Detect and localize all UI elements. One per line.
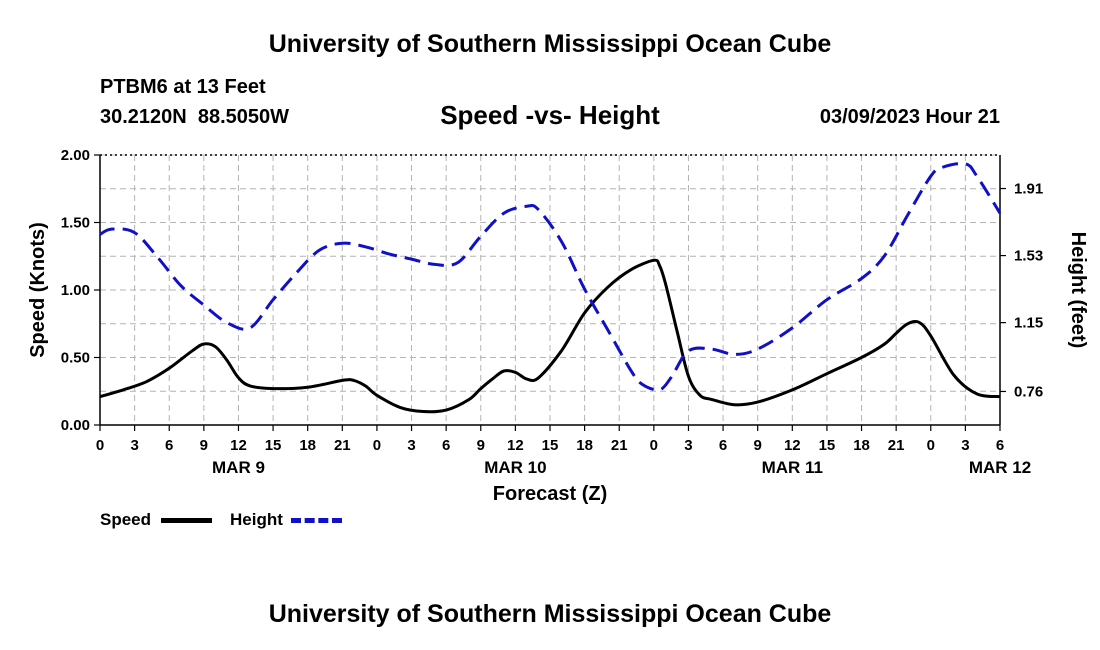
y2-tick-label: 1.91 (1014, 181, 1043, 198)
x-tick-label: 15 (819, 437, 836, 454)
x-tick-label: 3 (684, 437, 692, 454)
y2-axis-title: Height (feet) (1067, 232, 1089, 349)
y-tick-label: 2.00 (61, 147, 90, 164)
x-tick-label: 18 (576, 437, 593, 454)
x-tick-label: 9 (754, 437, 762, 454)
x-day-label: MAR 12 (969, 458, 1031, 477)
x-axis-title: Forecast (Z) (493, 483, 607, 505)
x-tick-label: 12 (507, 437, 524, 454)
legend-speed-label: Speed (100, 510, 152, 529)
legend-height-label: Height (230, 510, 283, 529)
x-tick-label: 3 (407, 437, 415, 454)
y2-tick-label: 1.15 (1014, 315, 1043, 332)
y-tick-label: 1.50 (61, 215, 90, 232)
forecast-datetime: 03/09/2023 Hour 21 (819, 106, 1000, 128)
x-tick-label: 21 (888, 437, 905, 454)
x-tick-label: 9 (477, 437, 485, 454)
station-label: PTBM6 at 13 Feet (100, 76, 266, 98)
x-tick-label: 6 (442, 437, 450, 454)
legend-speed-swatch (161, 518, 212, 523)
x-tick-label: 21 (334, 437, 351, 454)
x-tick-label: 3 (130, 437, 138, 454)
bottom-title: University of Southern Mississippi Ocean… (268, 600, 832, 628)
x-tick-label: 21 (611, 437, 628, 454)
x-tick-label: 15 (265, 437, 282, 454)
x-tick-label: 9 (200, 437, 208, 454)
top-title: University of Southern Mississippi Ocean… (268, 30, 832, 58)
x-tick-label: 12 (784, 437, 801, 454)
x-tick-label: 18 (299, 437, 316, 454)
y-tick-label: 0.50 (61, 350, 90, 367)
x-tick-label: 3 (961, 437, 969, 454)
legend-height-swatch (291, 518, 342, 523)
x-tick-label: 6 (165, 437, 173, 454)
y2-tick-label: 1.53 (1014, 248, 1043, 265)
height-series-line (99, 161, 1002, 392)
x-day-label: MAR 10 (484, 458, 546, 477)
x-tick-label: 6 (719, 437, 727, 454)
y-tick-label: 0.00 (61, 417, 90, 434)
x-tick-label: 12 (230, 437, 247, 454)
x-tick-label: 0 (373, 437, 381, 454)
x-tick-label: 0 (96, 437, 104, 454)
x-tick-label: 15 (542, 437, 559, 454)
station-coordinates: 30.2120N 88.5050W (100, 106, 290, 128)
chart-subtitle: Speed -vs- Height (440, 100, 660, 130)
x-tick-label: 0 (650, 437, 658, 454)
y2-tick-label: 0.76 (1014, 383, 1043, 400)
speed-series-line (99, 258, 1001, 414)
y-tick-label: 1.00 (61, 282, 90, 299)
x-tick-label: 18 (853, 437, 870, 454)
x-day-label: MAR 11 (762, 458, 823, 477)
x-tick-label: 6 (996, 437, 1004, 454)
x-tick-label: 0 (927, 437, 935, 454)
y-axis-title: Speed (Knots) (27, 222, 49, 358)
x-day-label: MAR 9 (212, 458, 265, 477)
